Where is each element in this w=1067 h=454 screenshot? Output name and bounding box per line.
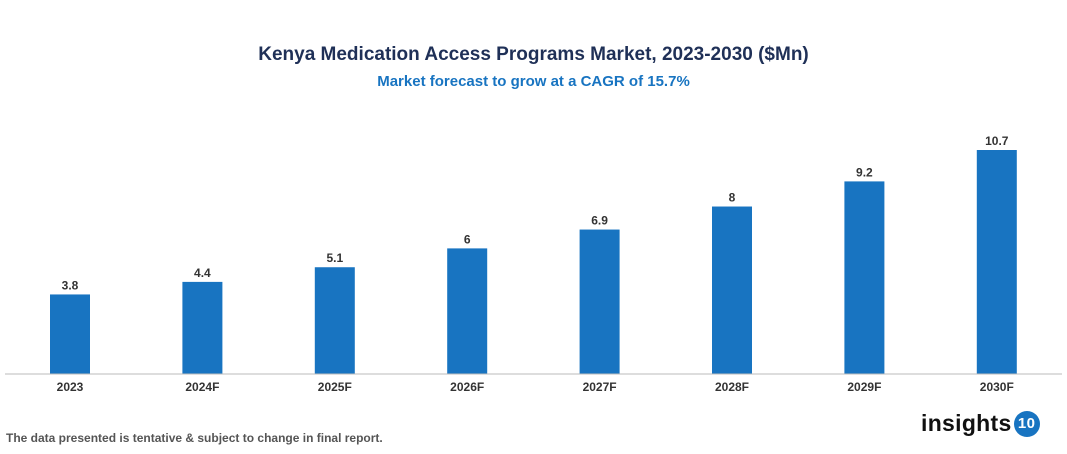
x-tick-label: 2027F <box>583 380 617 394</box>
x-tick-label: 2026F <box>450 380 484 394</box>
chart-title: Kenya Medication Access Programs Market,… <box>258 44 809 65</box>
data-label: 3.8 <box>62 278 79 292</box>
logo-text: insights <box>921 410 1012 436</box>
logo-badge: 10 <box>1013 410 1040 437</box>
chart-subtitle: Market forecast to grow at a CAGR of 15.… <box>377 73 690 90</box>
bar <box>50 294 90 374</box>
insights10-logo: insights 10 <box>921 410 1040 437</box>
x-tick-label: 2023 <box>57 380 84 394</box>
footnote: The data presented is tentative & subjec… <box>6 431 383 445</box>
x-tick-label: 2028F <box>715 380 749 394</box>
data-label: 9.2 <box>856 165 873 179</box>
x-tick-label: 2029F <box>847 380 881 394</box>
x-tick-label: 2024F <box>185 380 219 394</box>
bar <box>844 181 885 374</box>
bar <box>182 281 223 374</box>
bar <box>976 150 1017 374</box>
x-tick-label: 2030F <box>980 380 1014 394</box>
bar <box>712 206 752 374</box>
data-label: 6 <box>464 232 471 246</box>
data-label: 10.7 <box>985 134 1009 148</box>
data-label: 8 <box>729 191 736 205</box>
data-label: 5.1 <box>326 251 343 265</box>
data-label: 6.9 <box>591 214 608 228</box>
bar <box>579 229 620 374</box>
bar <box>314 267 355 374</box>
x-tick-label: 2025F <box>318 380 352 394</box>
data-label: 4.4 <box>194 266 211 280</box>
bar <box>447 248 488 374</box>
